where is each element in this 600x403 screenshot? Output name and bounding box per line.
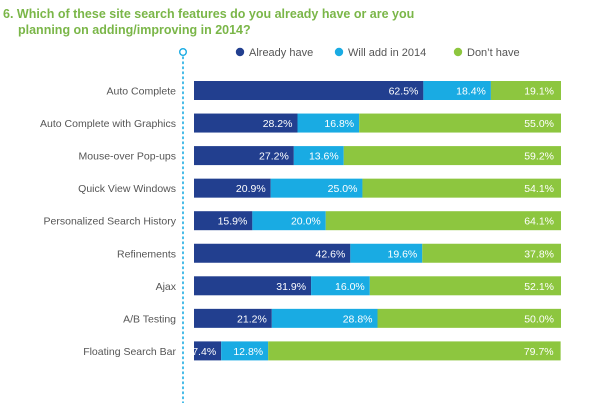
- bar-value-label: 20.0%: [291, 216, 321, 228]
- legend-marker: [334, 47, 344, 57]
- chart-title: 6. Which of these site search features d…: [3, 6, 593, 38]
- bar-value-label: 28.8%: [343, 313, 373, 325]
- bar-segment: [194, 178, 271, 198]
- bar-value-label: 55.0%: [524, 118, 554, 130]
- bar-value-label: 19.6%: [387, 248, 417, 260]
- category-label: A/B Testing: [123, 313, 176, 325]
- category-label: Refinements: [117, 248, 176, 260]
- bar-value-label: 50.0%: [524, 313, 554, 325]
- chart-title-line1: 6. Which of these site search features d…: [3, 7, 415, 21]
- bar-value-label: 7.4%: [192, 346, 216, 358]
- category-label: Floating Search Bar: [83, 346, 176, 358]
- bar-segment: [271, 308, 378, 328]
- category-labels: Auto Complete Auto Complete with Graphics…: [40, 86, 177, 358]
- bar-segment: [194, 81, 424, 100]
- bar-value-label: 59.2%: [524, 151, 554, 163]
- bar-value-label: 27.2%: [259, 151, 289, 163]
- bar-value-label: 42.6%: [316, 248, 346, 260]
- bar-segment: [490, 81, 561, 100]
- category-label: Personalized Search History: [44, 216, 177, 228]
- bar-value-label: 20.9%: [236, 183, 266, 195]
- bar-segment: [362, 178, 561, 198]
- bar-segment: [311, 276, 370, 296]
- bar-segment: [268, 341, 561, 361]
- bar-segment: [194, 341, 222, 361]
- category-label: Mouse-over Pop-ups: [79, 151, 176, 163]
- bar-segment: [377, 308, 561, 328]
- bar-segment: [369, 276, 561, 296]
- category-label: Ajax: [156, 281, 177, 293]
- legend-label: Already have: [249, 47, 313, 59]
- legend-label: Don’t have: [467, 47, 520, 59]
- bar-value-label: 52.1%: [524, 281, 554, 293]
- bar-segment: [359, 113, 561, 133]
- bar-value-label: 15.9%: [218, 216, 248, 228]
- legend-label: Will add in 2014: [348, 47, 426, 59]
- bar-value-label: 62.5%: [389, 86, 419, 98]
- legend-marker: [235, 47, 245, 57]
- bar-value-label: 64.1%: [524, 216, 554, 228]
- bar-value-label: 21.2%: [237, 313, 267, 325]
- bar-value-label: 79.7%: [524, 346, 554, 358]
- bar-value-label: 16.8%: [324, 118, 354, 130]
- bars: 62.5% 18.4% 19.1% 28.2% 16.8% 55.0% 27.2% 13.6%…: [192, 81, 561, 361]
- category-label: Quick View Windows: [78, 183, 176, 195]
- bar-value-label: 13.6%: [309, 151, 339, 163]
- bar-value-label: 25.0%: [328, 183, 358, 195]
- bar-value-label: 31.9%: [276, 281, 306, 293]
- category-label: Auto Complete: [107, 86, 177, 98]
- bar-value-label: 28.2%: [263, 118, 293, 130]
- bar-value-label: 19.1%: [524, 86, 554, 98]
- bar-segment: [194, 276, 312, 296]
- bar-segment: [293, 146, 344, 166]
- bar-segment: [297, 113, 360, 133]
- bar-segment: [194, 146, 294, 166]
- chart-legend: Already have Will add in 2014 Don’t have: [235, 47, 520, 59]
- bar-segment: [221, 341, 269, 361]
- bar-segment: [343, 146, 561, 166]
- bar-segment: [325, 211, 561, 231]
- bar-segment: [194, 211, 253, 231]
- bar-segment: [270, 178, 363, 198]
- chart-axis-marker: [178, 48, 187, 57]
- bar-segment: [194, 308, 272, 328]
- bar-segment: [194, 113, 298, 133]
- bar-value-label: 12.8%: [233, 346, 263, 358]
- bar-segment: [423, 81, 491, 100]
- bar-value-label: 54.1%: [524, 183, 554, 195]
- legend-marker: [453, 47, 463, 57]
- bar-value-label: 18.4%: [456, 86, 486, 98]
- category-label: Auto Complete with Graphics: [40, 118, 176, 130]
- bar-value-label: 16.0%: [335, 281, 365, 293]
- bar-segment: [422, 243, 561, 263]
- chart-title-line2: planning on adding/improving in 2014?: [18, 23, 251, 37]
- bar-value-label: 37.8%: [524, 248, 554, 260]
- bar-segment: [350, 243, 423, 263]
- bar-segment: [252, 211, 326, 231]
- bar-segment: [194, 243, 351, 263]
